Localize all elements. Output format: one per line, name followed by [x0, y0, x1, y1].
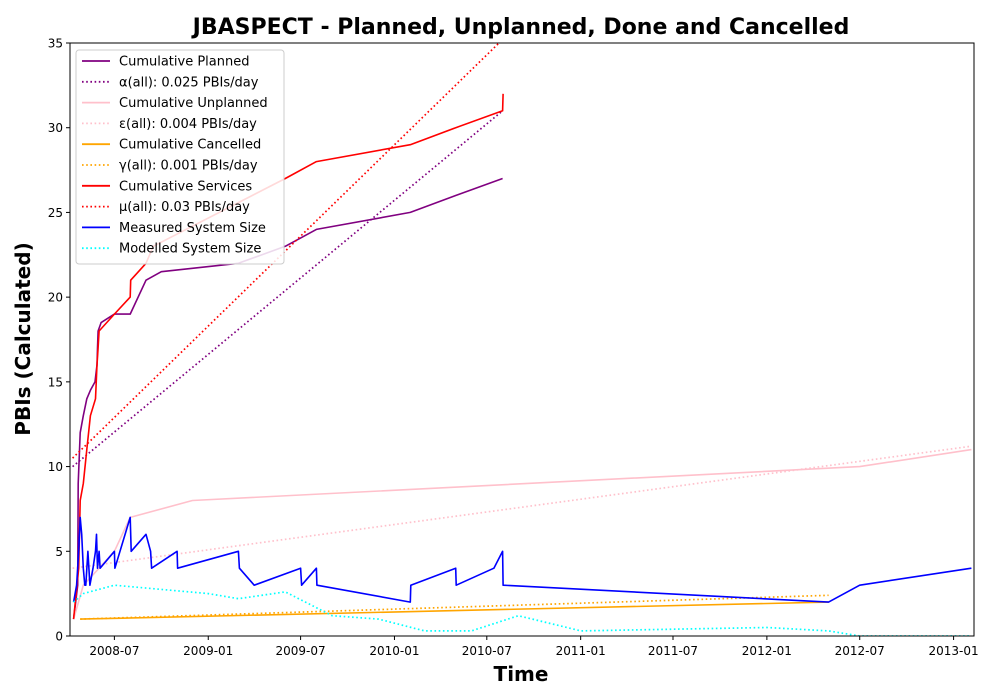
y-tick-label-4: 20: [48, 291, 63, 305]
y-axis: 0 5 10 15 20 25 30 35: [48, 37, 70, 644]
series-line-3: [72, 445, 972, 570]
y-axis-title: PBIs (Calculated): [11, 242, 35, 435]
legend-label-2: Cumulative Unplanned: [119, 96, 268, 111]
legend: Cumulative Planned α(all): 0.025 PBIs/day…: [75, 49, 285, 265]
legend-label-4: Cumulative Cancelled: [119, 138, 261, 153]
y-tick-label-6: 30: [48, 121, 63, 135]
x-tick-label-8: 2012-07: [835, 644, 885, 658]
y-tick-label-0: 0: [55, 630, 63, 644]
plot-frame: [69, 42, 975, 637]
plot-area: [72, 43, 972, 636]
legend-label-9: Modelled System Size: [119, 242, 261, 257]
x-tick-label-1: 2009-01: [183, 644, 233, 658]
chart-title: JBASPECT - Planned, Unplanned, Done and …: [191, 15, 850, 40]
x-tick-label-0: 2008-07: [89, 644, 139, 658]
legend-box: [75, 49, 285, 265]
legend-label-6: Cumulative Services: [119, 179, 252, 194]
y-tick-label-1: 5: [55, 545, 63, 559]
series-line-7: [72, 43, 500, 459]
legend-label-1: α(all): 0.025 PBIs/day: [119, 75, 259, 90]
legend-label-7: μ(all): 0.03 PBIs/day: [119, 200, 250, 215]
series-line-9: [73, 584, 972, 636]
series-line-6: [72, 93, 504, 620]
x-tick-label-6: 2011-07: [648, 644, 698, 658]
legend-label-3: ε(all): 0.004 PBIs/day: [119, 117, 257, 132]
x-tick-label-5: 2011-01: [556, 644, 606, 658]
x-tick-label-9: 2013-01: [929, 644, 979, 658]
series-line-0: [72, 177, 503, 620]
x-tick-label-7: 2012-01: [742, 644, 792, 658]
x-axis-title: Time: [494, 662, 549, 686]
y-tick-label-2: 10: [48, 460, 63, 474]
x-tick-label-3: 2010-01: [369, 644, 419, 658]
series-line-4: [80, 601, 829, 620]
series-line-1: [72, 110, 504, 468]
legend-label-8: Measured System Size: [119, 221, 266, 236]
series-line-8: [72, 516, 972, 603]
y-tick-label-7: 35: [48, 37, 63, 51]
series-line-5: [80, 594, 829, 620]
legend-label-5: γ(all): 0.001 PBIs/day: [119, 159, 258, 174]
y-tick-label-3: 15: [48, 375, 63, 389]
x-axis: 2008-07 2009-01 2009-07 2010-01 2010-07 2011-…: [89, 636, 979, 658]
x-tick-label-2: 2009-07: [276, 644, 326, 658]
x-tick-label-4: 2010-07: [462, 644, 512, 658]
y-tick-label-5: 25: [48, 206, 63, 220]
legend-label-0: Cumulative Planned: [119, 55, 249, 70]
